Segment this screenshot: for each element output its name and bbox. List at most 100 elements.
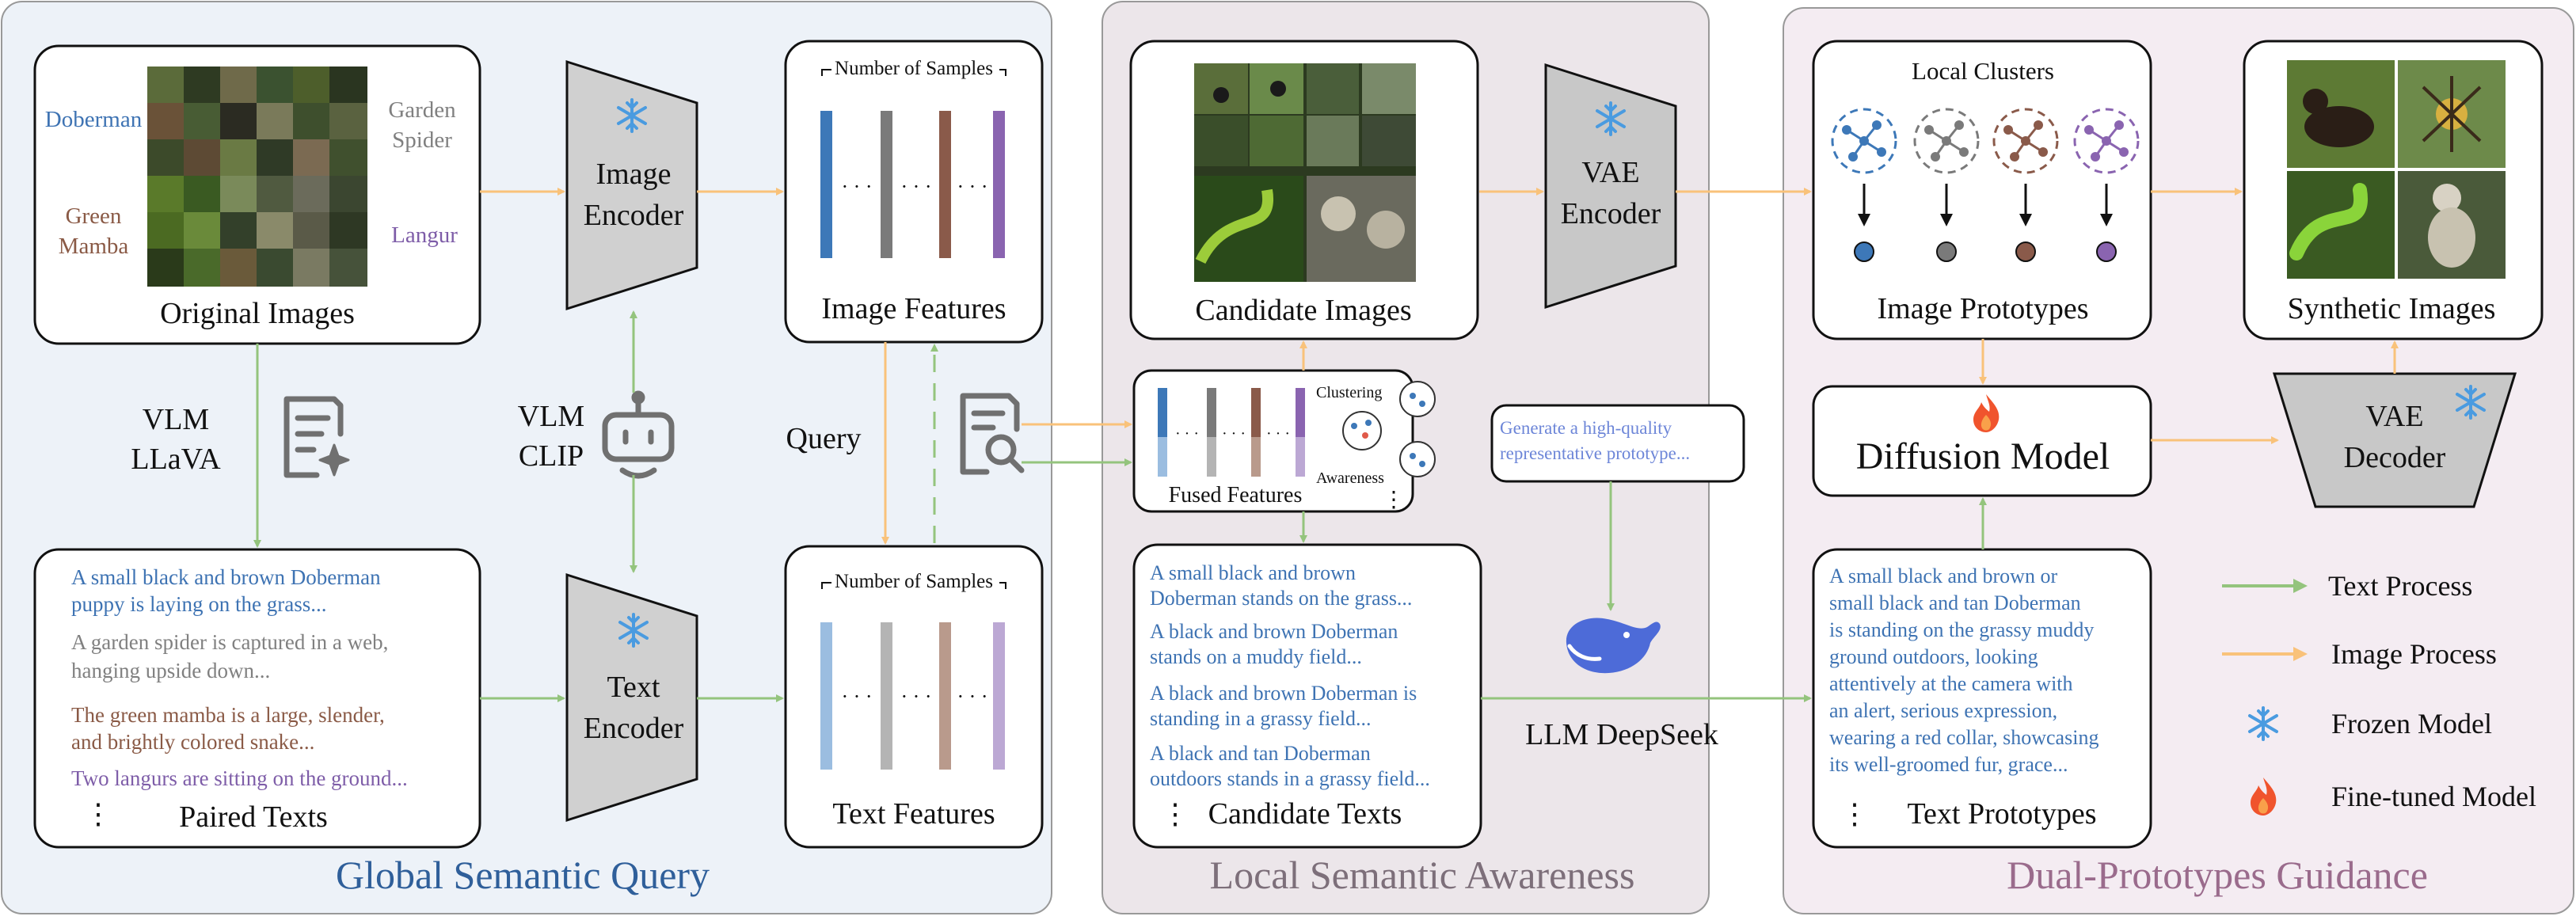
vae-decoder-block	[2272, 372, 2517, 508]
image-feature-bar	[939, 111, 951, 258]
panel-title-local: Local Semantic Awareness	[1210, 853, 1635, 897]
prompt-text-2: representative prototype...	[1500, 443, 1690, 463]
fused-feature-bar	[1158, 388, 1167, 437]
vertical-ellipsis: ⋮	[84, 798, 112, 830]
image-prototype-dot	[1936, 241, 1957, 262]
ellipsis-dots: · · ·	[901, 685, 932, 708]
class-label-spider-1: Garden	[388, 97, 456, 123]
image-prototype-dot	[2015, 241, 2036, 262]
vertical-ellipsis: ⋮	[1383, 488, 1405, 512]
legend-fine-tuned-model: Fine-tuned Model	[2331, 781, 2536, 812]
prompt-text-1: Generate a high-quality	[1500, 418, 1672, 438]
panel-title-dual: Dual-Prototypes Guidance	[2007, 853, 2428, 897]
candidate-text-1b: Doberman stands on the grass...	[1150, 587, 1412, 610]
fused-features-box	[1132, 369, 1414, 513]
candidate-text-1a: A small black and brown	[1150, 561, 1356, 584]
local-clusters-label: Local Clusters	[1912, 57, 2054, 85]
text-prototype-line: ground outdoors, looking	[1829, 645, 2038, 668]
clustering-label: Clustering	[1316, 384, 1382, 401]
panel-title-global: Global Semantic Query	[336, 853, 710, 897]
text-encoder-block	[565, 572, 698, 823]
cluster-icon	[1913, 108, 1980, 262]
candidate-text-2a: A black and brown Doberman	[1150, 620, 1398, 643]
ellipsis-dots: · · ·	[901, 175, 932, 198]
image-encoder-label-1: Image	[596, 158, 672, 191]
text-prototypes-label: Text Prototypes	[1907, 797, 2096, 831]
vae-encoder-block	[1544, 63, 1677, 310]
paired-text-4a: Two langurs are sitting on the ground...	[71, 766, 408, 790]
vertical-ellipsis: ⋮	[1161, 798, 1189, 830]
cluster-icon	[1342, 381, 1436, 477]
ellipsis-dots: · · ·	[957, 175, 988, 198]
cluster-icon	[1831, 108, 1897, 262]
number-of-samples-label: Number of Samples	[835, 58, 993, 79]
deepseek-whale-icon	[1566, 618, 1661, 674]
text-features-label: Text Features	[832, 797, 995, 831]
paired-texts-label: Paired Texts	[179, 800, 328, 834]
text-prototype-line: its well-groomed fur, grace...	[1829, 753, 2068, 776]
image-prototypes-label: Image Prototypes	[1877, 292, 2088, 325]
candidate-text-3a: A black and brown Doberman is	[1150, 682, 1417, 705]
vlm-clip-label-1: VLM	[518, 400, 584, 433]
image-features-box	[784, 40, 1044, 344]
llm-deepseek-label: LLM DeepSeek	[1525, 718, 1718, 751]
vertical-ellipsis: ⋮	[1840, 798, 1869, 830]
fused-feature-bar	[1207, 437, 1216, 477]
vae-decoder-label-2: Decoder	[2344, 441, 2446, 474]
vae-decoder-label-1: VAE	[2365, 400, 2423, 433]
legend: Text Process Image Process Frozen Model …	[2222, 570, 2536, 815]
text-prototype-line: an alert, serious expression,	[1829, 699, 2057, 722]
candidate-texts-box	[1132, 543, 1482, 849]
awareness-label: Awareness	[1316, 470, 1384, 487]
vlm-clip-label-2: CLIP	[519, 439, 584, 473]
text-prototype-line: A small black and brown or	[1829, 565, 2057, 587]
fused-feature-bar	[1251, 388, 1261, 437]
prompt-box	[1490, 404, 1745, 483]
synthetic-image-grid	[2287, 60, 2506, 279]
cluster-icon	[2073, 108, 2140, 262]
ellipsis-dots: · · ·	[842, 175, 873, 198]
candidate-text-4b: outdoors stands in a grassy field...	[1150, 767, 1430, 790]
fused-feature-bar	[1158, 437, 1167, 477]
fused-feature-bar	[1207, 388, 1216, 437]
candidate-text-3b: standing in a grassy field...	[1150, 707, 1371, 730]
text-encoder-label-1: Text	[607, 671, 660, 704]
legend-frozen-model: Frozen Model	[2331, 708, 2492, 739]
document-search-icon	[960, 393, 1025, 475]
image-features-label: Image Features	[821, 292, 1006, 325]
text-prototype-paragraph: A small black and brown or small black an…	[1829, 565, 2098, 776]
ellipsis-dots: · · ·	[957, 685, 988, 708]
candidate-text-4a: A black and tan Doberman	[1150, 742, 1371, 765]
class-label-mamba-2: Mamba	[59, 234, 129, 259]
text-encoder-label-2: Encoder	[584, 712, 684, 745]
document-sparkle-icon	[283, 396, 350, 478]
vae-encoder-label-1: VAE	[1581, 156, 1639, 189]
image-prototype-dot	[2096, 241, 2117, 262]
number-of-samples-label: Number of Samples	[835, 571, 993, 592]
query-label: Query	[786, 422, 862, 455]
text-prototype-line: is standing on the grassy muddy	[1829, 618, 2094, 641]
class-label-doberman: Doberman	[45, 107, 143, 132]
class-label-spider-2: Spider	[392, 127, 452, 153]
image-encoder-block	[565, 59, 698, 311]
cluster-icon	[1992, 108, 2059, 262]
class-label-mamba-1: Green	[66, 203, 122, 229]
legend-text-process: Text Process	[2328, 570, 2472, 602]
ellipsis-dots: · · ·	[1222, 425, 1246, 443]
fused-feature-bar	[1296, 437, 1305, 477]
fused-features-label: Fused Features	[1169, 483, 1303, 508]
paired-text-2b: hanging upside down...	[71, 659, 270, 682]
ellipsis-dots: · · ·	[1266, 425, 1290, 443]
vlm-llava-label-1: VLM	[143, 403, 209, 436]
vae-encoder-label-2: Encoder	[1561, 197, 1661, 230]
robot-icon	[602, 390, 675, 479]
paired-text-2a: A garden spider is captured in a web,	[71, 630, 388, 654]
candidate-texts-label: Candidate Texts	[1208, 797, 1402, 831]
paired-text-1b: puppy is laying on the grass...	[71, 592, 326, 616]
image-feature-bar	[820, 111, 832, 258]
candidate-image-grid	[1194, 63, 1416, 282]
text-features-box	[784, 545, 1044, 849]
text-prototype-line: small black and tan Doberman	[1829, 591, 2081, 614]
vlm-llava-label-2: LLaVA	[131, 443, 221, 476]
paired-text-1a: A small black and brown Doberman	[71, 565, 381, 589]
